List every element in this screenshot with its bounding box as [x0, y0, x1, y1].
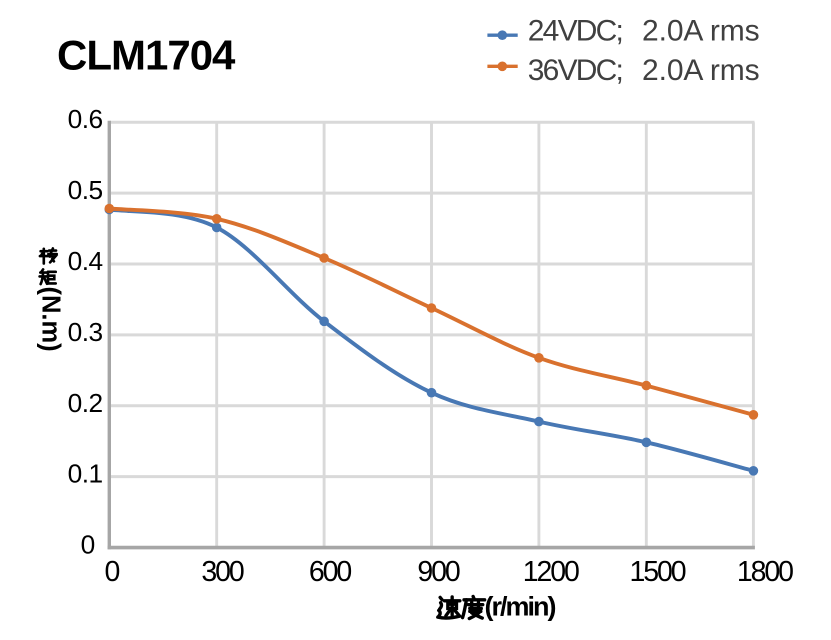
svg-text:0.1: 0.1 [68, 459, 103, 489]
svg-text:900: 900 [417, 556, 460, 588]
svg-text:(N.m): (N.m) [37, 287, 65, 352]
svg-text:CLM1704: CLM1704 [57, 31, 236, 78]
svg-text:1500: 1500 [629, 556, 685, 588]
svg-text:0.4: 0.4 [68, 246, 103, 276]
svg-text:0.5: 0.5 [68, 175, 103, 205]
svg-text:300: 300 [201, 556, 244, 588]
svg-text:2.0A rms: 2.0A rms [642, 15, 760, 48]
svg-text:1200: 1200 [523, 556, 579, 588]
svg-text:0: 0 [105, 556, 120, 588]
svg-text:(r/min): (r/min) [485, 592, 556, 622]
svg-text:0.6: 0.6 [68, 104, 103, 134]
svg-text:24VDC;: 24VDC; [528, 15, 622, 48]
svg-text:1800: 1800 [737, 556, 793, 588]
svg-text:0: 0 [81, 530, 95, 560]
svg-text:600: 600 [309, 556, 352, 588]
svg-text:36VDC;: 36VDC; [528, 54, 622, 87]
svg-text:2.0A rms: 2.0A rms [642, 54, 760, 87]
svg-text:0.2: 0.2 [68, 388, 103, 418]
svg-text:0.3: 0.3 [68, 317, 103, 347]
